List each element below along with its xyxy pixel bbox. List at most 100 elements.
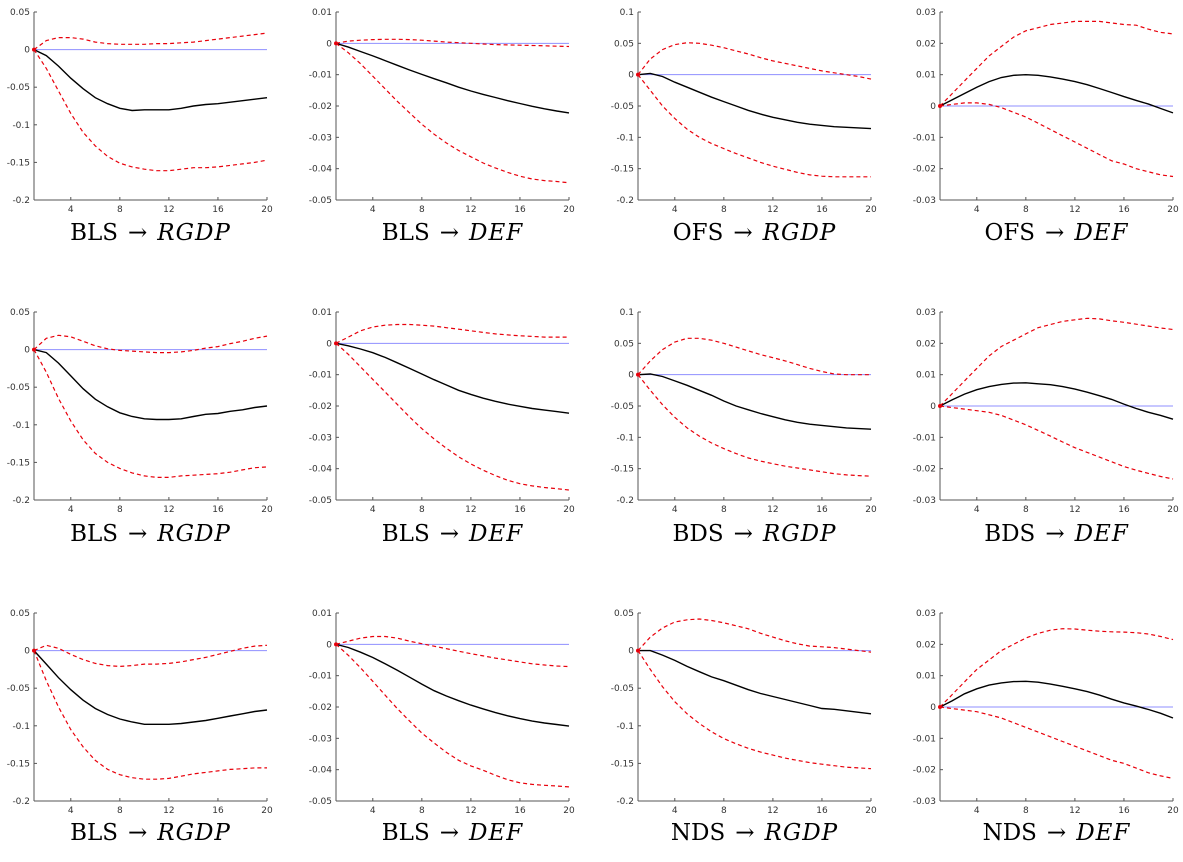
x-tick-label: 20 (1167, 205, 1179, 215)
median-response-line (335, 643, 570, 727)
origin-marker (636, 372, 640, 377)
origin-marker (938, 404, 942, 408)
x-tick-label: 20 (865, 505, 877, 515)
y-tick-label: -0.02 (913, 465, 936, 475)
irf-panel: 0.03 0.02 0.01 0 -0.01 -0.02 -0.03 4 8 12 16 20 (913, 308, 1179, 515)
irf-panel: 0.03 0.02 0.01 0 -0.01 -0.02 -0.03 4 8 12 16 20 (913, 609, 1179, 816)
panel-caption: BLS → RGDP (11, 521, 291, 547)
y-tick-label: 0.1 (620, 308, 634, 318)
y-tick-label: -0.05 (309, 797, 332, 807)
x-tick-label: 12 (163, 806, 174, 816)
lower-band-line (335, 42, 570, 184)
y-tick-label: -0.1 (12, 121, 30, 131)
upper-band-line (637, 42, 872, 80)
x-tick-label: 8 (1023, 806, 1029, 816)
y-tick-label: 0 (930, 402, 936, 412)
lower-band-line (939, 706, 1174, 779)
irf-plot: 0.05 0 -0.05 -0.1 -0.15 -0.2 4 8 12 16 20 (7, 8, 273, 215)
median-response-line (33, 48, 268, 112)
upper-band-line (335, 635, 570, 668)
x-tick-label: 8 (1023, 205, 1029, 215)
irf-plot: 0.05 0 -0.05 -0.1 -0.15 -0.2 4 8 12 16 20 (611, 609, 877, 816)
x-tick-label: 16 (1118, 205, 1130, 215)
y-tick-label: -0.1 (12, 722, 30, 732)
shock-variable: NDS (670, 820, 726, 846)
x-tick-label: 8 (117, 505, 123, 515)
y-tick-label: -0.02 (309, 102, 332, 112)
x-tick-label: 16 (212, 205, 224, 215)
x-tick-label: 20 (261, 505, 273, 515)
arrow-icon: → (128, 820, 148, 846)
y-tick-label: 0.01 (916, 672, 936, 682)
x-tick-label: 8 (721, 806, 727, 816)
irf-plot: 0.01 0 -0.01 -0.02 -0.03 -0.04 -0.05 4 8 12 16 20 (309, 609, 575, 816)
x-tick-label: 8 (721, 205, 727, 215)
response-variable: RGDP (762, 521, 837, 547)
x-tick-label: 4 (672, 505, 678, 515)
y-tick-label: 0 (930, 102, 936, 112)
shock-variable: BLS (381, 220, 430, 246)
origin-marker (334, 41, 338, 46)
x-tick-label: 4 (68, 205, 74, 215)
shock-variable: BLS (381, 820, 430, 846)
x-tick-label: 16 (816, 205, 828, 215)
x-tick-label: 8 (721, 505, 727, 515)
irf-panel: 0.05 0 -0.05 -0.1 -0.15 -0.2 4 8 12 16 20 (611, 609, 877, 816)
lower-band-line (939, 102, 1174, 178)
x-tick-label: 16 (816, 806, 828, 816)
lower-band-line (335, 643, 570, 788)
y-tick-label: -0.03 (309, 433, 332, 443)
origin-marker (938, 104, 942, 108)
y-tick-label: -0.15 (7, 759, 30, 769)
y-tick-label: 0.02 (916, 339, 936, 349)
origin-marker (636, 72, 640, 77)
response-variable: RGDP (764, 820, 839, 846)
y-tick-label: 0 (628, 371, 634, 381)
x-tick-label: 12 (465, 806, 476, 816)
shock-variable: NDS (982, 820, 1037, 846)
x-tick-label: 20 (261, 806, 273, 816)
arrow-icon: → (1045, 521, 1065, 547)
median-response-line (335, 342, 570, 414)
x-tick-label: 8 (1023, 505, 1029, 515)
response-variable: RGDP (157, 820, 231, 846)
arrow-icon: → (439, 521, 459, 547)
y-tick-label: -0.02 (913, 165, 936, 175)
shock-variable: OFS (984, 220, 1036, 246)
median-response-line (939, 382, 1174, 420)
y-tick-label: -0.15 (7, 458, 30, 468)
x-tick-label: 4 (974, 806, 980, 816)
y-tick-label: -0.02 (309, 703, 332, 713)
y-tick-label: -0.03 (913, 196, 936, 206)
x-tick-label: 4 (68, 806, 74, 816)
irf-plot: 0.1 0.05 0 -0.05 -0.1 -0.15 -0.2 4 8 12 16 20 (611, 308, 877, 515)
y-tick-label: -0.2 (12, 496, 30, 506)
upper-band-line (33, 32, 268, 51)
panel-caption: BLS → RGDP (11, 220, 291, 246)
irf-panel: 0.01 0 -0.01 -0.02 -0.03 -0.04 -0.05 4 8 12 16 20 (309, 609, 575, 816)
origin-marker (32, 47, 36, 52)
response-variable: DEF (469, 521, 524, 547)
y-tick-label: 0.03 (916, 609, 936, 619)
x-tick-label: 20 (865, 205, 877, 215)
response-variable: RGDP (157, 521, 231, 547)
arrow-icon: → (735, 820, 755, 846)
x-tick-label: 4 (370, 205, 376, 215)
arrow-icon: → (128, 521, 148, 547)
x-tick-label: 20 (563, 205, 575, 215)
x-tick-label: 8 (419, 205, 425, 215)
y-tick-label: 0.02 (916, 39, 936, 49)
irf-plot: 0.01 0 -0.01 -0.02 -0.03 -0.04 -0.05 4 8 12 16 20 (309, 308, 575, 515)
y-tick-label: 0.01 (312, 8, 332, 18)
x-tick-label: 12 (767, 806, 778, 816)
arrow-icon: → (128, 220, 148, 246)
median-response-line (637, 72, 872, 130)
panel-caption: BDS → RGDP (615, 521, 895, 547)
irf-plot: 0.03 0.02 0.01 0 -0.01 -0.02 -0.03 4 8 12 16 20 (913, 8, 1179, 215)
y-tick-label: 0 (326, 640, 332, 650)
y-tick-label: -0.03 (309, 133, 332, 143)
irf-panel: 0.1 0.05 0 -0.05 -0.1 -0.15 -0.2 4 8 12 16 20 (611, 8, 877, 215)
y-tick-label: -0.15 (611, 759, 634, 769)
panel-caption: BLS → DEF (313, 820, 593, 846)
shock-variable: BLS (70, 521, 119, 547)
